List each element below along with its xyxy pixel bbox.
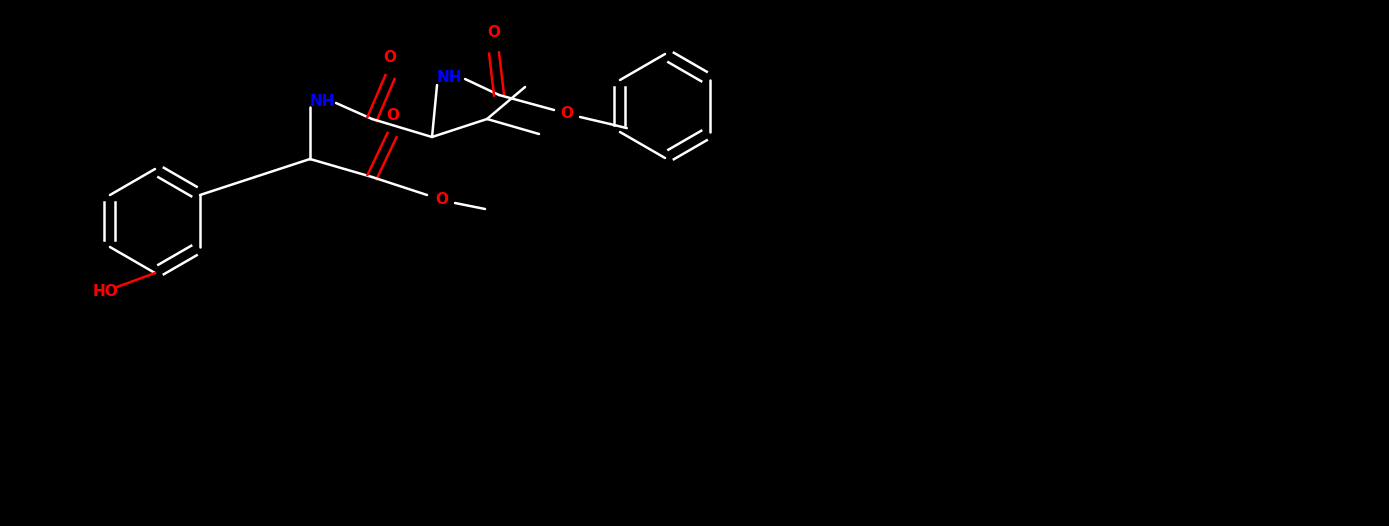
Text: O: O <box>383 49 396 65</box>
Text: O: O <box>386 107 400 123</box>
Text: NH: NH <box>436 69 461 85</box>
Text: HO: HO <box>92 284 118 298</box>
Text: NH: NH <box>310 94 335 108</box>
Text: O: O <box>436 193 449 207</box>
Text: O: O <box>561 106 574 122</box>
Text: O: O <box>488 25 500 41</box>
